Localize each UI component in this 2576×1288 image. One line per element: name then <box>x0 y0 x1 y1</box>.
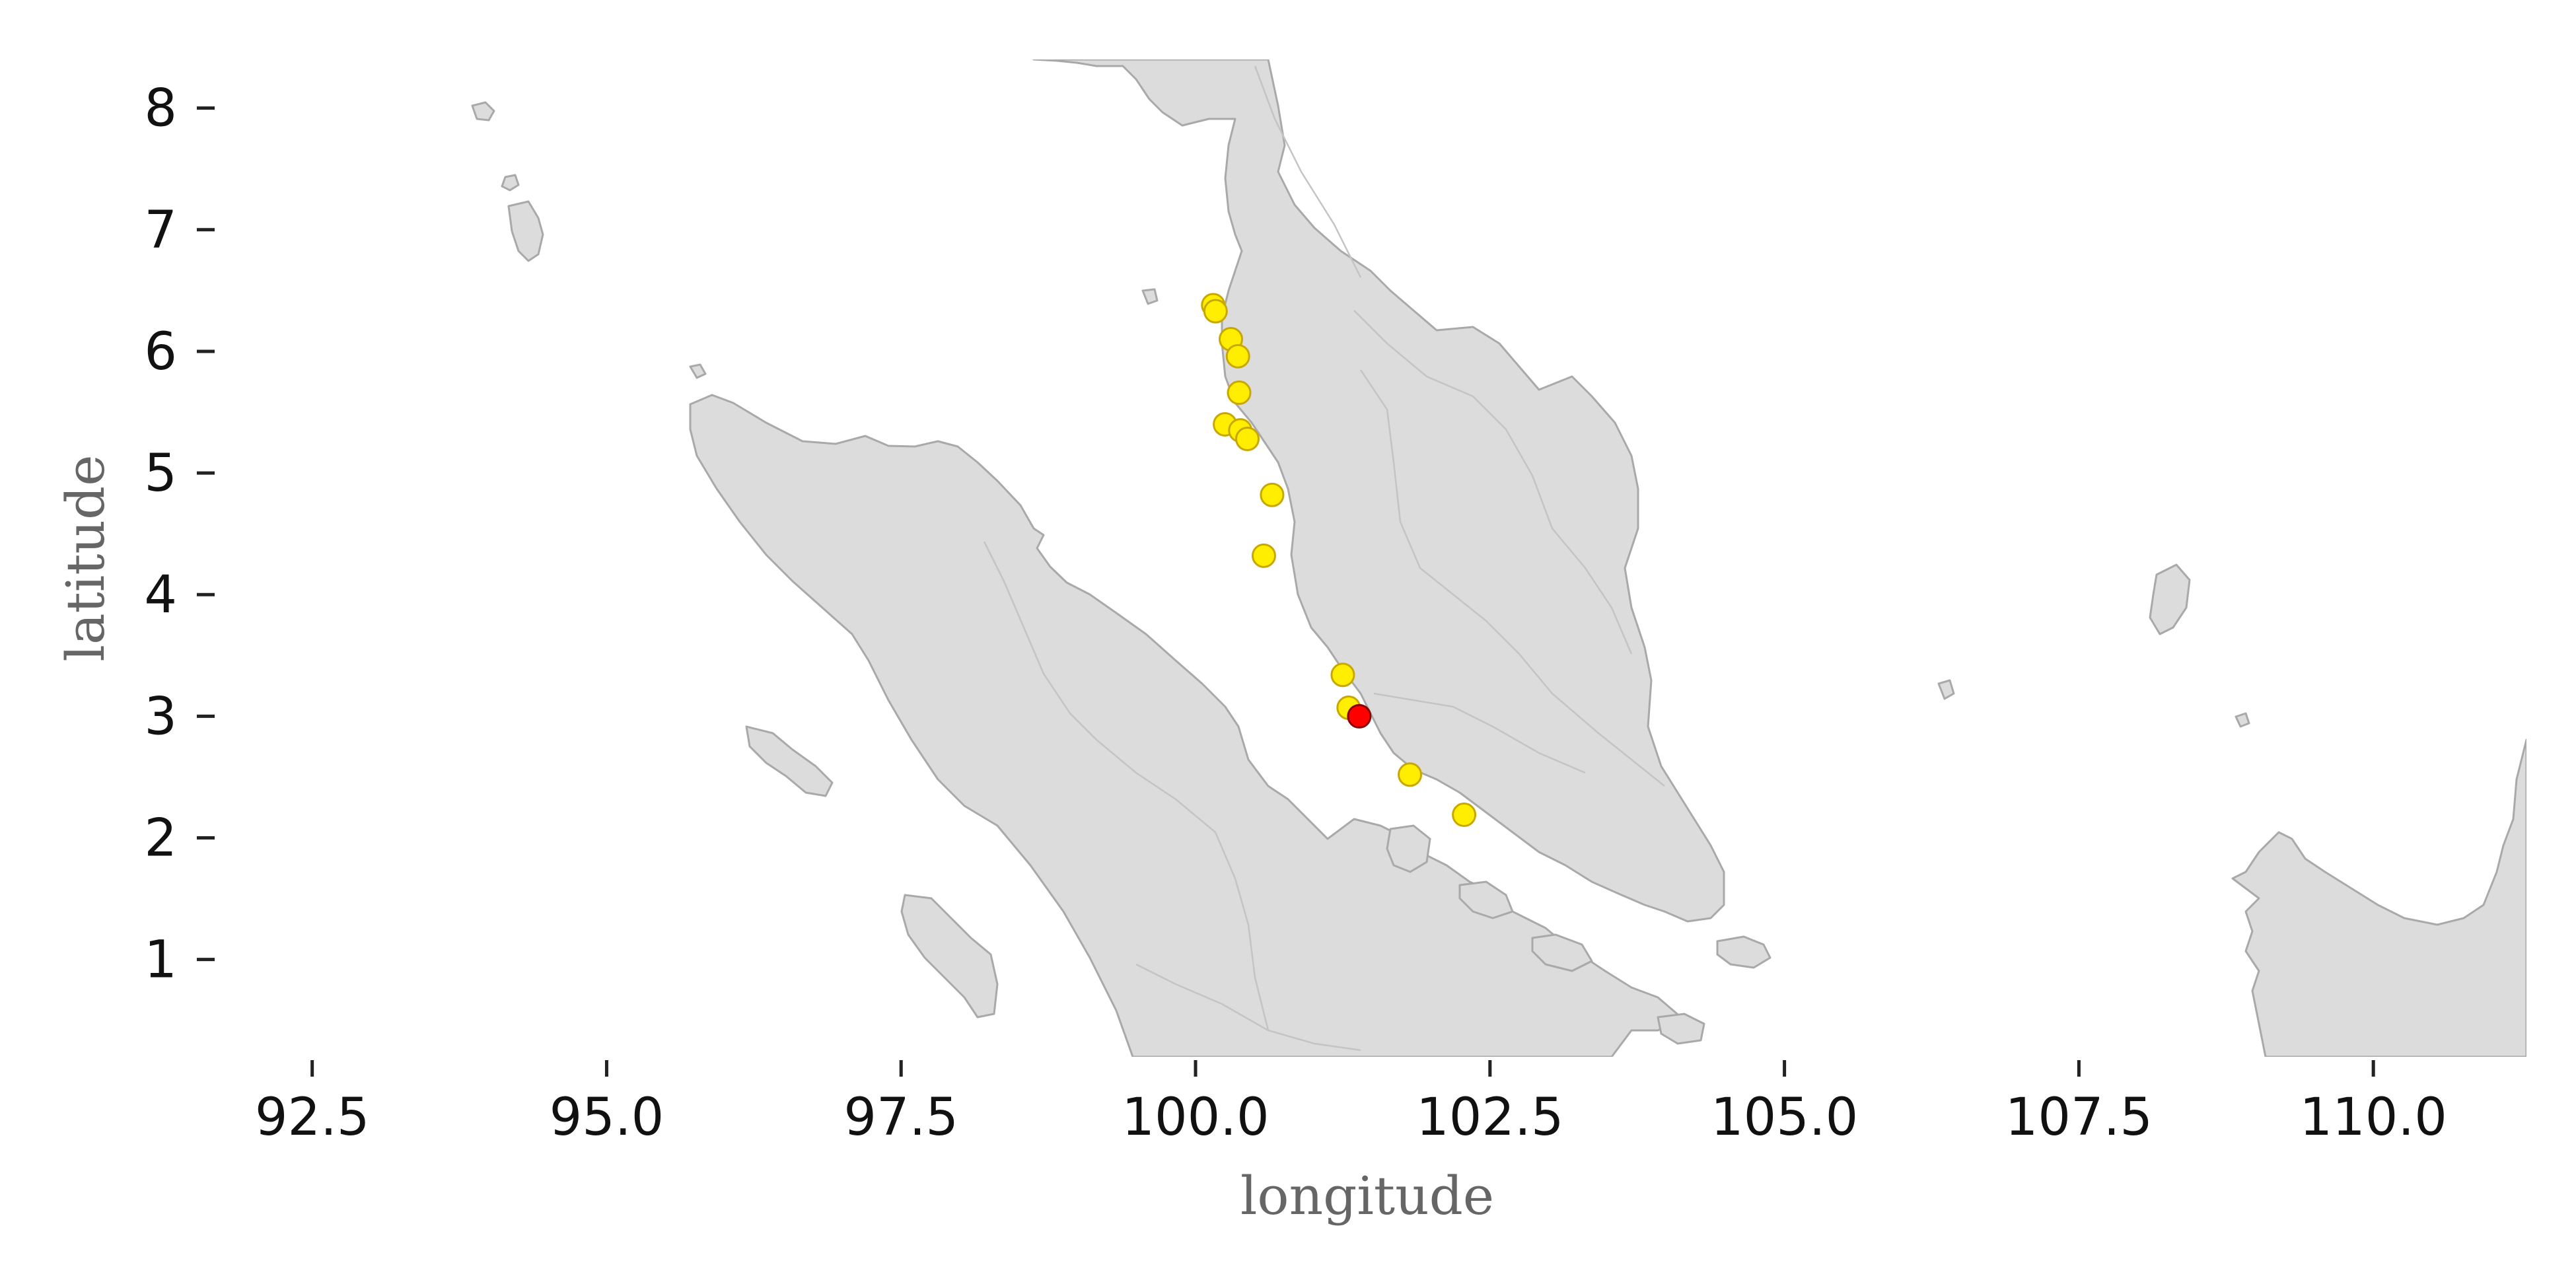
map-basemap <box>471 59 2526 1057</box>
administrative-borders <box>983 65 1665 1052</box>
car-nicobar-island <box>501 174 520 192</box>
x-tick-label: 92.5 <box>255 1088 370 1147</box>
location-point <box>1330 662 1355 688</box>
riau-island-b <box>1531 933 1593 972</box>
nias-island <box>900 894 999 1019</box>
x-tick-label: 102.5 <box>1416 1088 1563 1147</box>
bintan-island <box>1716 935 1771 969</box>
x-tick-label: 95.0 <box>550 1088 664 1147</box>
x-tick-label: 105.0 <box>1711 1088 1858 1147</box>
y-tick-label: 3 <box>144 687 177 746</box>
location-point <box>1227 380 1252 406</box>
x-tick-label: 100.0 <box>1122 1088 1269 1147</box>
x-tick-label: 110.0 <box>2300 1088 2447 1147</box>
natuna-island <box>2149 563 2191 635</box>
y-tick-label: 5 <box>144 444 177 503</box>
location-point <box>1452 803 1477 828</box>
y-tick-label: 4 <box>144 565 177 625</box>
bangka-like-island <box>1386 824 1431 873</box>
langkawi-island <box>1141 288 1159 305</box>
y-axis-label: latitude <box>55 454 116 661</box>
simeulue-island <box>745 725 834 797</box>
lingga-island <box>1657 1013 1705 1045</box>
y-tick-label: 6 <box>144 322 177 382</box>
x-axis: 92.5 95.0 97.5 100.0 102.5 105.0 107.5 110.0 <box>255 1060 2447 1147</box>
anambas-islet <box>1937 679 1955 700</box>
andaman-islet <box>471 101 495 122</box>
location-point <box>1234 427 1260 452</box>
x-tick-label: 107.5 <box>2005 1088 2153 1147</box>
borneo-landmass <box>2231 738 2526 1057</box>
location-point <box>1225 343 1250 369</box>
malay-peninsula-landmass <box>1032 59 1725 923</box>
x-axis-label: longitude <box>1240 1165 1494 1227</box>
y-tick-label: 8 <box>144 79 177 139</box>
x-tick-label: 97.5 <box>843 1088 958 1147</box>
points-layer <box>1201 293 1477 828</box>
riau-island-a <box>1458 880 1514 919</box>
location-point <box>1251 543 1276 568</box>
y-tick-label: 2 <box>144 809 177 869</box>
y-axis: 1 2 3 4 5 6 7 8 <box>144 79 215 990</box>
location-point <box>1203 299 1228 324</box>
location-point <box>1398 762 1423 787</box>
sumatra-landmass <box>689 394 1682 1057</box>
y-tick-label: 1 <box>144 931 177 990</box>
location-point <box>1260 482 1285 507</box>
great-nicobar-island <box>507 200 544 262</box>
y-tick-label: 7 <box>144 201 177 260</box>
highlighted-location-point <box>1347 703 1372 729</box>
weh-island <box>689 363 707 379</box>
tambelan-islet <box>2235 712 2250 728</box>
